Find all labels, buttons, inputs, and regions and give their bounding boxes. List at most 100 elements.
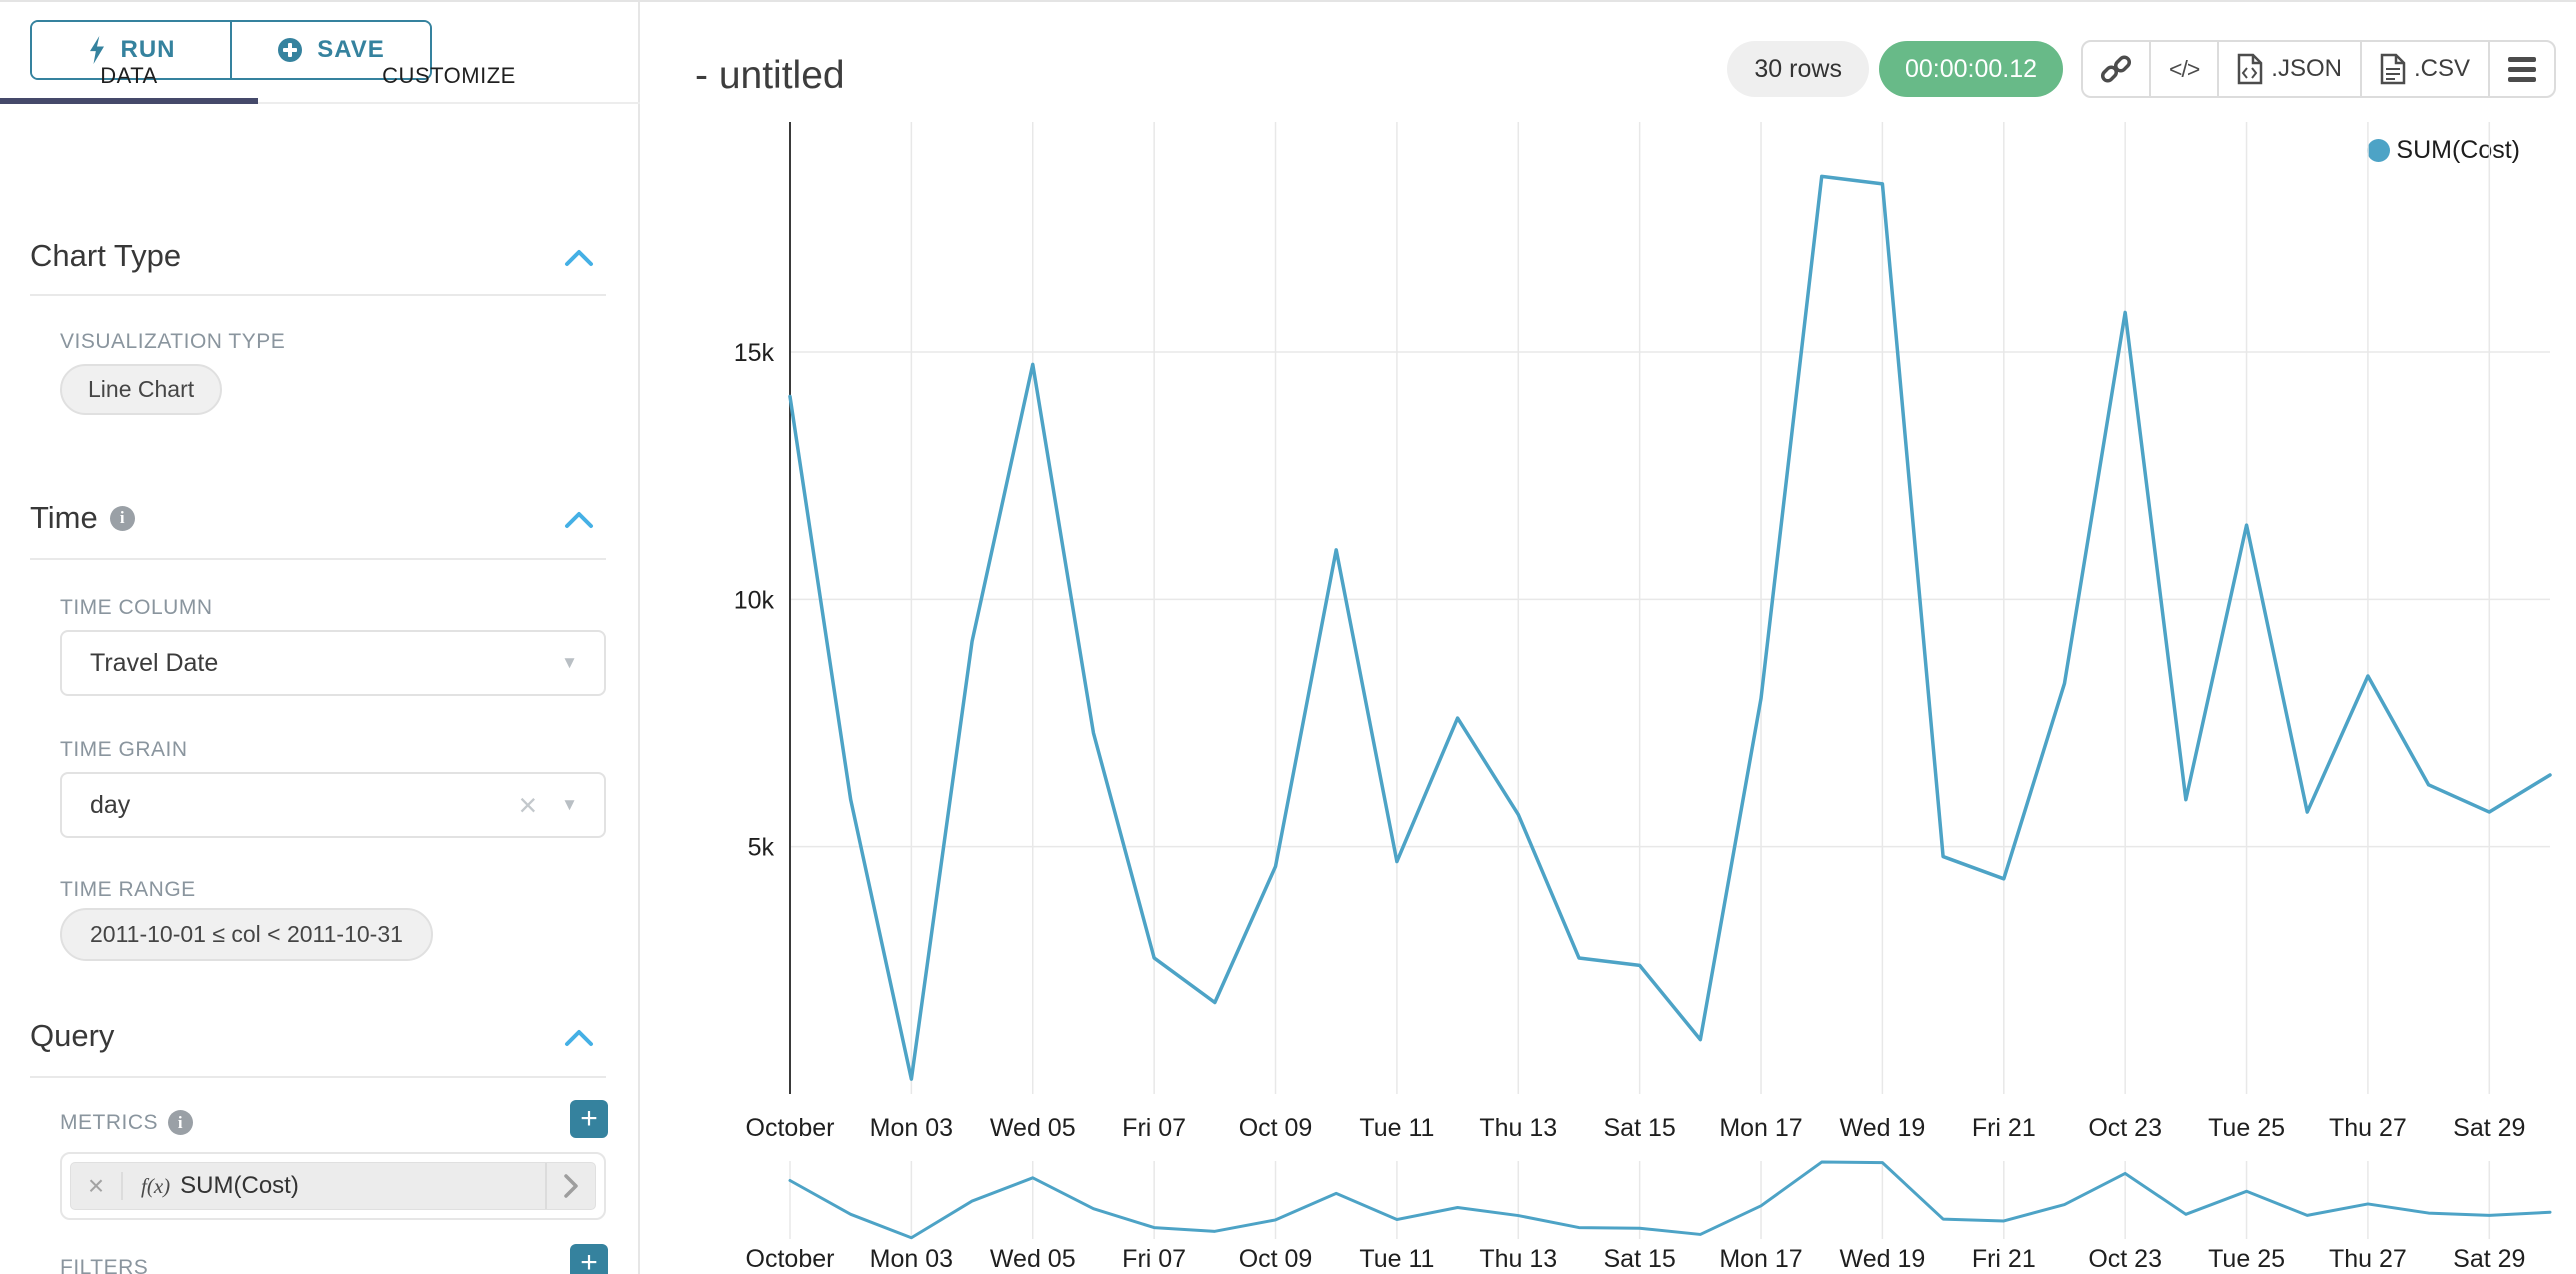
lightning-bolt-icon	[89, 36, 104, 64]
svg-text:Fri 21: Fri 21	[1972, 1114, 2036, 1142]
export-csv-button[interactable]: .CSV	[2359, 42, 2488, 96]
time-range-label: TIME RANGE	[60, 878, 196, 901]
sidebar-tabs: DATA CUSTOMIZE	[0, 50, 640, 104]
query-section-title: Query	[30, 1018, 115, 1053]
clear-icon[interactable]: ×	[518, 787, 538, 823]
section-divider	[30, 294, 606, 296]
svg-text:Sat 15: Sat 15	[1604, 1245, 1676, 1273]
section-divider	[30, 558, 606, 560]
time-column-select[interactable]: Travel Date ▼	[60, 630, 606, 696]
svg-text:Sat 15: Sat 15	[1604, 1114, 1676, 1142]
svg-text:5k: 5k	[748, 834, 775, 862]
time-section-title: Time i	[30, 500, 135, 536]
svg-text:Wed 19: Wed 19	[1840, 1114, 1926, 1142]
metrics-control: × f(x) SUM(Cost)	[60, 1152, 606, 1220]
control-panel-sidebar: RUN SAVE DATA CUSTOMIZE Chart Type VISUA…	[0, 2, 640, 1274]
remove-metric-icon[interactable]: ×	[71, 1172, 123, 1200]
export-csv-label: .CSV	[2413, 55, 2470, 82]
legend-dot-icon	[2367, 139, 2391, 162]
hamburger-icon	[2508, 56, 2536, 82]
time-grain-select[interactable]: day × ▼	[60, 772, 606, 838]
svg-text:Tue 11: Tue 11	[1359, 1114, 1434, 1142]
run-save-button-group: RUN SAVE	[30, 20, 432, 80]
svg-text:Oct 23: Oct 23	[2088, 1245, 2162, 1273]
legend-label: SUM(Cost)	[2396, 136, 2520, 164]
metrics-label: METRICS i	[60, 1110, 193, 1135]
svg-text:Tue 25: Tue 25	[2208, 1114, 2285, 1142]
svg-text:Wed 19: Wed 19	[1840, 1245, 1926, 1273]
svg-text:Tue 25: Tue 25	[2208, 1245, 2285, 1273]
svg-text:October: October	[746, 1114, 835, 1142]
metric-pill[interactable]: × f(x) SUM(Cost)	[70, 1162, 596, 1210]
run-button-label: RUN	[120, 36, 176, 63]
chevron-right-icon[interactable]	[545, 1163, 595, 1209]
plus-icon: +	[580, 1102, 598, 1135]
plus-circle-icon	[278, 38, 303, 62]
svg-text:Fri 21: Fri 21	[1972, 1245, 2036, 1273]
svg-text:Thu 13: Thu 13	[1479, 1245, 1557, 1273]
header-actions: 30 rows 00:00:00.12 </>	[1727, 40, 2556, 98]
svg-text:Mon 17: Mon 17	[1719, 1114, 1802, 1142]
tab-customize[interactable]: CUSTOMIZE	[258, 50, 640, 102]
view-query-button[interactable]: </>	[2149, 42, 2217, 96]
time-column-value: Travel Date	[90, 648, 219, 677]
viz-type-value: Line Chart	[88, 376, 195, 402]
svg-text:October: October	[746, 1245, 835, 1273]
link-icon	[2101, 55, 2132, 83]
time-column-label: TIME COLUMN	[60, 596, 213, 619]
code-icon: </>	[2169, 55, 2200, 82]
svg-text:Thu 27: Thu 27	[2329, 1114, 2407, 1142]
svg-text:15k: 15k	[734, 339, 775, 367]
tab-data[interactable]: DATA	[0, 50, 258, 104]
time-range-pill[interactable]: 2011-10-01 ≤ col < 2011-10-31	[60, 908, 433, 961]
time-range-value: 2011-10-01 ≤ col < 2011-10-31	[90, 921, 403, 947]
svg-text:Thu 13: Thu 13	[1479, 1114, 1557, 1142]
add-filter-button[interactable]: +	[570, 1244, 608, 1274]
svg-text:Fri 07: Fri 07	[1122, 1114, 1186, 1142]
json-file-icon	[2238, 53, 2263, 85]
info-icon: i	[168, 1110, 193, 1135]
run-button[interactable]: RUN	[32, 22, 230, 78]
function-icon: f(x)	[141, 1173, 171, 1198]
section-divider	[30, 1076, 606, 1078]
export-json-label: .JSON	[2271, 55, 2342, 82]
chevron-up-icon[interactable]	[564, 248, 594, 268]
metric-value: SUM(Cost)	[180, 1172, 299, 1199]
save-button-label: SAVE	[317, 36, 385, 63]
time-grain-value: day	[90, 790, 131, 819]
row-count-badge: 30 rows	[1727, 41, 1869, 97]
tab-customize-label: CUSTOMIZE	[382, 63, 516, 88]
add-metric-button[interactable]: +	[570, 1100, 608, 1138]
svg-text:Mon 17: Mon 17	[1719, 1245, 1802, 1273]
save-button[interactable]: SAVE	[230, 22, 430, 78]
chart-legend[interactable]: SUM(Cost)	[2367, 136, 2520, 165]
query-timer-badge: 00:00:00.12	[1878, 41, 2064, 97]
export-button-group: </> .JSON	[2081, 40, 2556, 98]
range-brush-chart[interactable]: October Mon 03 Wed 05 Fri 07 Oct 09 Tue 11 Thu…	[700, 1159, 2560, 1274]
svg-text:Sat 29: Sat 29	[2453, 1245, 2525, 1273]
caret-down-icon: ▼	[561, 653, 578, 672]
svg-text:Fri 07: Fri 07	[1122, 1245, 1186, 1273]
chart-title[interactable]: - untitled	[695, 54, 845, 97]
caret-down-icon: ▼	[561, 795, 578, 814]
info-icon: i	[109, 505, 135, 531]
menu-button[interactable]	[2488, 42, 2554, 96]
viz-type-pill[interactable]: Line Chart	[60, 364, 223, 415]
svg-text:Wed 05: Wed 05	[990, 1245, 1076, 1273]
svg-text:Thu 27: Thu 27	[2329, 1245, 2407, 1273]
time-grain-label: TIME GRAIN	[60, 738, 188, 761]
svg-text:Wed 05: Wed 05	[990, 1114, 1076, 1142]
viz-type-label: VISUALIZATION TYPE	[60, 330, 286, 353]
main-line-chart[interactable]: 5k 10k 15k October Mon 03 Wed 05 Fri 07 Oct 09 T…	[700, 117, 2560, 1157]
svg-text:Oct 09: Oct 09	[1239, 1245, 1313, 1273]
chevron-up-icon[interactable]	[564, 510, 594, 530]
svg-text:Tue 11: Tue 11	[1359, 1245, 1434, 1273]
chevron-up-icon[interactable]	[564, 1028, 594, 1048]
plus-icon: +	[580, 1246, 598, 1274]
export-json-button[interactable]: .JSON	[2217, 42, 2360, 96]
svg-text:10k: 10k	[734, 586, 775, 614]
csv-file-icon	[2380, 53, 2406, 85]
share-link-button[interactable]	[2083, 42, 2149, 96]
filters-label: FILTERS	[60, 1256, 149, 1274]
